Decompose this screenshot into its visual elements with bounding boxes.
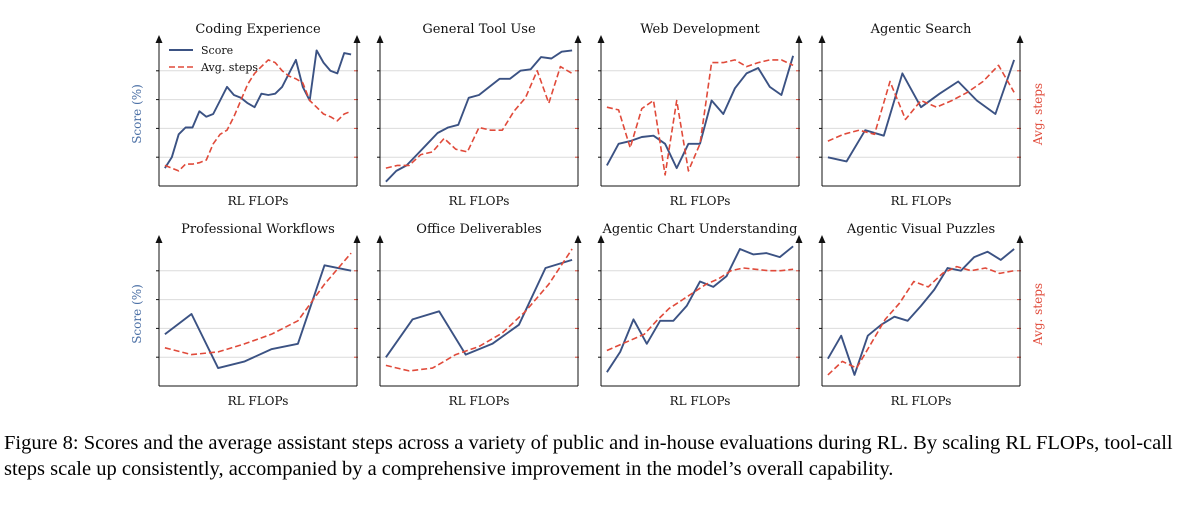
y-axis-label-right: Avg. steps (1031, 283, 1045, 346)
series-line-avg-steps (164, 59, 352, 172)
panel-7: Agentic Visual Puzzles RL FLOPs Avg. steps (818, 222, 1045, 408)
y-axis-left-arrow (376, 35, 384, 43)
panel-title: Coding Experience (195, 22, 321, 37)
series-line-score (385, 258, 573, 358)
series-line-score (385, 49, 573, 183)
panel-1: General Tool Use RL FLOPs (376, 22, 582, 208)
panel-title: Professional Workflows (181, 222, 335, 237)
y-axis-left-arrow (376, 235, 384, 243)
y-axis-right-arrow (574, 35, 582, 43)
y-axis-right-arrow (353, 35, 361, 43)
series-line-avg-steps (827, 265, 1015, 376)
y-axis-right-arrow (795, 35, 803, 43)
panel-2: Web Development RL FLOPs (597, 22, 803, 208)
panel-5: Office Deliverables RL FLOPs (376, 222, 582, 408)
y-axis-left-arrow (818, 235, 826, 243)
chart-grid: Coding Experience RL FLOPs Score (%) Score A… (130, 22, 1045, 408)
series-line-score (827, 248, 1015, 376)
panel-title: General Tool Use (422, 22, 536, 37)
x-axis-label: RL FLOPs (891, 394, 952, 408)
panel-0: Coding Experience RL FLOPs Score (%) Score A… (130, 22, 361, 208)
y-axis-label-left: Score (%) (130, 84, 144, 144)
y-axis-left-arrow (155, 235, 163, 243)
panel-title: Web Development (640, 22, 760, 37)
x-axis-label: RL FLOPs (449, 194, 510, 208)
series-line-avg-steps (606, 267, 794, 352)
y-axis-left-arrow (597, 235, 605, 243)
y-axis-label-right: Avg. steps (1031, 83, 1045, 146)
panel-3: Agentic Search RL FLOPs Avg. steps (818, 22, 1045, 208)
y-axis-left-arrow (818, 35, 826, 43)
series-line-avg-steps (827, 64, 1015, 142)
x-axis-label: RL FLOPs (449, 394, 510, 408)
legend-label: Avg. steps (200, 61, 258, 74)
series-line-avg-steps (385, 248, 573, 372)
y-axis-right-arrow (1016, 35, 1024, 43)
x-axis-label: RL FLOPs (891, 194, 952, 208)
x-axis-label: RL FLOPs (670, 194, 731, 208)
y-axis-right-arrow (1016, 235, 1024, 243)
legend-label: Score (201, 44, 233, 57)
panel-6: Agentic Chart Understanding RL FLOPs (597, 222, 803, 408)
series-line-score (164, 264, 352, 370)
y-axis-right-arrow (574, 235, 582, 243)
y-axis-label-left: Score (%) (130, 284, 144, 344)
panel-title: Office Deliverables (416, 222, 541, 237)
series-line-score (606, 55, 795, 170)
panel-title: Agentic Search (870, 22, 972, 37)
series-line-score (827, 59, 1015, 163)
panel-title: Agentic Visual Puzzles (846, 222, 995, 237)
panel-4: Professional Workflows RL FLOPs Score (%) (130, 222, 361, 408)
series-line-avg-steps (164, 252, 352, 356)
series-line-avg-steps (385, 65, 573, 169)
figure-caption: Figure 8: Scores and the average assista… (4, 432, 1173, 480)
x-axis-label: RL FLOPs (228, 194, 289, 208)
y-axis-right-arrow (353, 235, 361, 243)
x-axis-label: RL FLOPs (228, 394, 289, 408)
y-axis-left-arrow (155, 35, 163, 43)
series-line-score (164, 49, 352, 169)
y-axis-left-arrow (597, 35, 605, 43)
y-axis-right-arrow (795, 235, 803, 243)
panel-title: Agentic Chart Understanding (602, 222, 798, 237)
legend: Score Avg. steps (169, 44, 258, 74)
x-axis-label: RL FLOPs (670, 394, 731, 408)
series-line-score (606, 245, 794, 373)
